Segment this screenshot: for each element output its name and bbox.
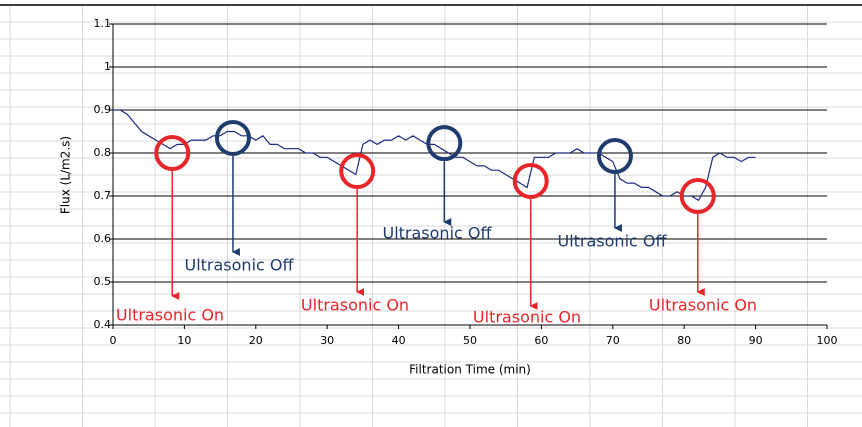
x-tick-label: 10 (177, 334, 191, 347)
x-tick-label: 90 (749, 334, 763, 347)
y-tick-label: 0.4 (94, 318, 112, 331)
annotation-label: Ultrasonic On (649, 296, 757, 315)
annotation-circle (679, 178, 716, 214)
x-tick-label: 100 (817, 334, 838, 347)
x-tick-label: 30 (320, 334, 334, 347)
x-axis-label: Filtration Time (min) (409, 363, 531, 377)
y-tick-label: 0.5 (94, 275, 112, 288)
annotation-circle (426, 125, 463, 162)
x-tick-label: 60 (534, 334, 548, 347)
y-tick-label: 0.6 (94, 232, 112, 245)
x-tick-label: 20 (249, 334, 263, 347)
annotation-circle (512, 162, 549, 199)
annotation-circle (339, 153, 376, 190)
flux-line (113, 109, 756, 202)
annotation-label: Ultrasonic Off (557, 232, 667, 251)
y-tick-label: 1.1 (94, 17, 112, 30)
x-tick-label: 70 (606, 334, 620, 347)
y-tick-label: 0.7 (94, 189, 112, 202)
annotation-label: Ultrasonic On (301, 296, 409, 315)
y-tick-label: 1 (104, 60, 111, 73)
x-tick-label: 40 (392, 334, 406, 347)
x-tick-label: 0 (110, 334, 117, 347)
annotation-label: Ultrasonic Off (184, 256, 294, 275)
spreadsheet-grid (0, 6, 862, 427)
x-tick-label: 50 (463, 334, 477, 347)
annotation-label: Ultrasonic On (116, 306, 224, 325)
y-axis-label: Flux (L/m2.s) (59, 136, 73, 214)
y-tick-label: 0.8 (94, 146, 112, 159)
annotation-circle (596, 138, 633, 175)
annotation-label: Ultrasonic On (473, 308, 581, 327)
annotation-circle (214, 119, 251, 156)
x-tick-label: 80 (677, 334, 691, 347)
y-tick-label: 0.9 (94, 103, 112, 116)
annotation-label: Ultrasonic Off (382, 224, 492, 243)
annotation-circle (154, 135, 191, 171)
